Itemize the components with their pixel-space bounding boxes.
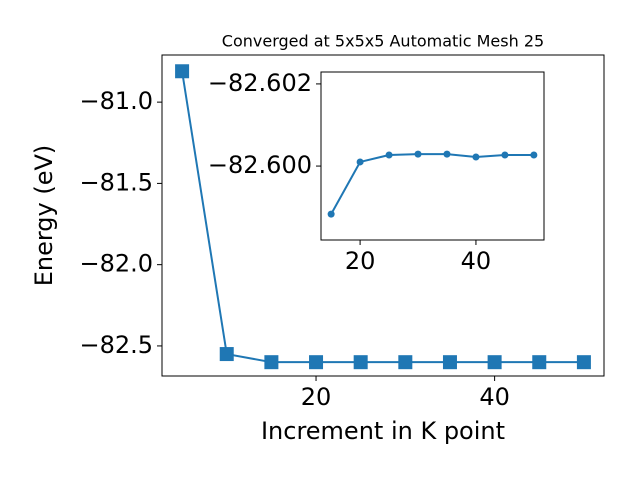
marker <box>219 347 234 362</box>
y-tick-label: −82.602 <box>208 69 312 97</box>
marker <box>414 150 422 158</box>
marker <box>487 355 502 370</box>
x-tick-label: 40 <box>479 383 510 411</box>
x-axis-label: Increment in K point <box>261 417 505 445</box>
y-tick-label: −82.0 <box>79 250 153 278</box>
marker <box>443 150 451 158</box>
marker <box>385 151 393 159</box>
marker <box>532 355 547 370</box>
axes-frame <box>161 54 605 377</box>
marker <box>398 355 413 370</box>
marker <box>264 355 279 370</box>
marker <box>353 355 368 370</box>
y-tick-label: −82.5 <box>79 331 153 359</box>
series-line <box>181 71 584 364</box>
x-tick-label: 40 <box>461 247 492 275</box>
x-tick-label: 20 <box>345 247 376 275</box>
marker <box>530 151 538 159</box>
y-tick-label: −81.0 <box>79 87 153 115</box>
inset-background <box>321 72 544 240</box>
y-tick-label: −82.600 <box>208 151 312 179</box>
chart-title: Converged at 5x5x5 Automatic Mesh 25 <box>222 32 544 51</box>
marker <box>175 64 190 79</box>
axes-frame <box>320 71 545 241</box>
marker <box>309 355 324 370</box>
marker <box>472 153 480 161</box>
marker <box>356 158 364 166</box>
y-axis-label: Energy (eV) <box>30 145 58 287</box>
marker <box>442 355 457 370</box>
marker <box>576 355 591 370</box>
marker <box>501 151 509 159</box>
x-tick-label: 20 <box>301 383 332 411</box>
series-line <box>330 153 534 215</box>
y-tick-label: −81.5 <box>79 168 153 196</box>
marker <box>327 210 335 218</box>
